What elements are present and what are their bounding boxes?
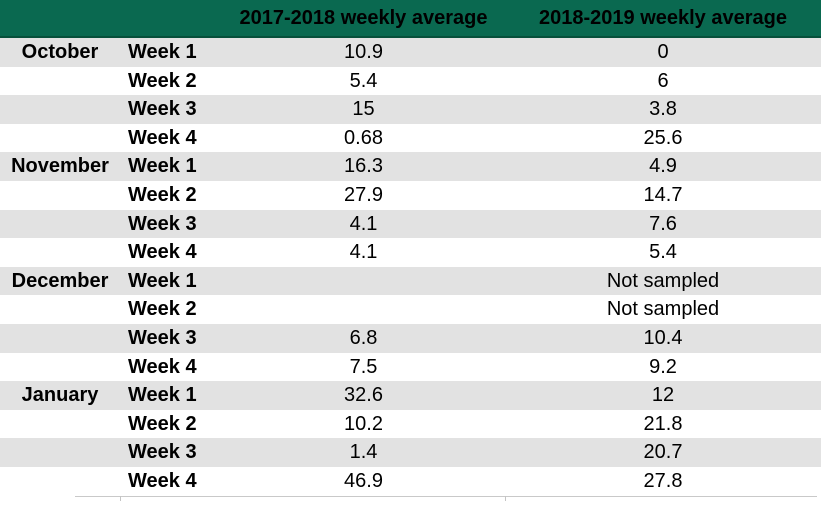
value-2018-2019-cell: 10.4	[643, 326, 683, 349]
week-cell: Week 3	[128, 326, 197, 349]
gridline-stub	[505, 495, 506, 501]
table-row: October Week 1 10.9 0	[0, 38, 821, 67]
week-cell: Week 4	[128, 355, 197, 378]
table-row: Week 3 4.1 7.6	[0, 209, 821, 239]
week-cell: Week 1	[128, 155, 197, 178]
value-2017-2018-cell: 27.9	[344, 183, 383, 206]
value-2017-2018-cell: 6.8	[349, 326, 378, 349]
value-2018-2019-cell: 25.6	[643, 126, 683, 149]
value-2017-2018-cell: 16.3	[344, 155, 383, 178]
value-2017-2018-cell: 1.4	[349, 441, 378, 464]
table-row: January Week 1 32.6 12	[0, 381, 821, 410]
value-2017-2018-cell: 4.1	[349, 212, 378, 235]
value-2017-2018-cell: 7.5	[349, 355, 378, 378]
value-2018-2019-cell: 5.4	[649, 241, 677, 264]
gridline-stub	[120, 495, 121, 501]
table-row: Week 4 46.9 27.8	[0, 466, 821, 496]
week-cell: Week 2	[128, 183, 197, 206]
value-2018-2019-cell: 9.2	[649, 355, 677, 378]
table-row: Week 2 Not sampled	[0, 295, 821, 324]
header-2018-2019-label: 2018-2019 weekly average	[539, 7, 787, 29]
table-row: November Week 1 16.3 4.9	[0, 152, 821, 181]
value-2018-2019-cell: 21.8	[643, 412, 683, 435]
value-2017-2018-cell: 15	[352, 98, 375, 121]
value-2018-2019-cell: 4.9	[649, 155, 677, 178]
value-2017-2018-cell: 32.6	[344, 384, 383, 407]
month-cell: January	[21, 384, 99, 407]
value-2017-2018-cell: 0.68	[344, 126, 383, 149]
value-2017-2018-cell: 4.1	[349, 241, 378, 264]
table-row: Week 2 5.4 6	[0, 66, 821, 96]
bottom-gridline-strip	[0, 495, 821, 505]
value-2018-2019-cell: 27.8	[643, 469, 683, 492]
week-cell: Week 3	[128, 441, 197, 464]
header-2017-2018-label: 2017-2018 weekly average	[239, 7, 488, 29]
table-row: Week 2 10.2 21.8	[0, 409, 821, 439]
table-row: Week 4 0.68 25.6	[0, 123, 821, 153]
table-header: 2017-2018 weekly average 2018-2019 weekl…	[0, 0, 821, 38]
table-row: Week 3 6.8 10.4	[0, 323, 821, 353]
value-2018-2019-cell: 14.7	[643, 183, 683, 206]
week-cell: Week 2	[128, 69, 197, 92]
week-cell: Week 3	[128, 212, 197, 235]
table-body: October Week 1 10.9 0 Week 2 5.4 6 Week 3 15 3.8 W…	[0, 38, 821, 496]
table-row: Week 4 4.1 5.4	[0, 238, 821, 267]
week-cell: Week 3	[128, 98, 197, 121]
value-2018-2019-cell: 0	[657, 41, 669, 63]
table-row: December Week 1 Not sampled	[0, 266, 821, 296]
value-2018-2019-cell: 6	[657, 69, 669, 92]
week-cell: Week 2	[128, 412, 197, 435]
value-2018-2019-cell: 7.6	[649, 212, 677, 235]
value-2018-2019-cell: Not sampled	[606, 269, 720, 292]
week-cell: Week 1	[128, 269, 197, 292]
value-2018-2019-cell: 12	[651, 384, 675, 407]
value-2017-2018-cell: 5.4	[349, 69, 378, 92]
value-2018-2019-cell: Not sampled	[606, 298, 720, 321]
value-2017-2018-cell: 10.9	[344, 41, 383, 63]
table-row: Week 4 7.5 9.2	[0, 352, 821, 382]
month-cell: October	[21, 41, 99, 63]
gridline-horizontal	[75, 495, 817, 497]
value-2018-2019-cell: 20.7	[643, 441, 683, 464]
value-2017-2018-cell: 10.2	[344, 412, 383, 435]
table-row: Week 3 1.4 20.7	[0, 438, 821, 467]
week-cell: Week 1	[128, 41, 197, 63]
value-2018-2019-cell: 3.8	[649, 98, 677, 121]
week-cell: Week 2	[128, 298, 197, 321]
table-row: Week 2 27.9 14.7	[0, 180, 821, 210]
week-cell: Week 1	[128, 384, 197, 407]
month-cell: November	[11, 155, 109, 178]
week-cell: Week 4	[128, 469, 197, 492]
table-row: Week 3 15 3.8	[0, 95, 821, 124]
month-cell: December	[11, 269, 109, 292]
value-2017-2018-cell: 46.9	[344, 469, 383, 492]
week-cell: Week 4	[128, 241, 197, 264]
week-cell: Week 4	[128, 126, 197, 149]
